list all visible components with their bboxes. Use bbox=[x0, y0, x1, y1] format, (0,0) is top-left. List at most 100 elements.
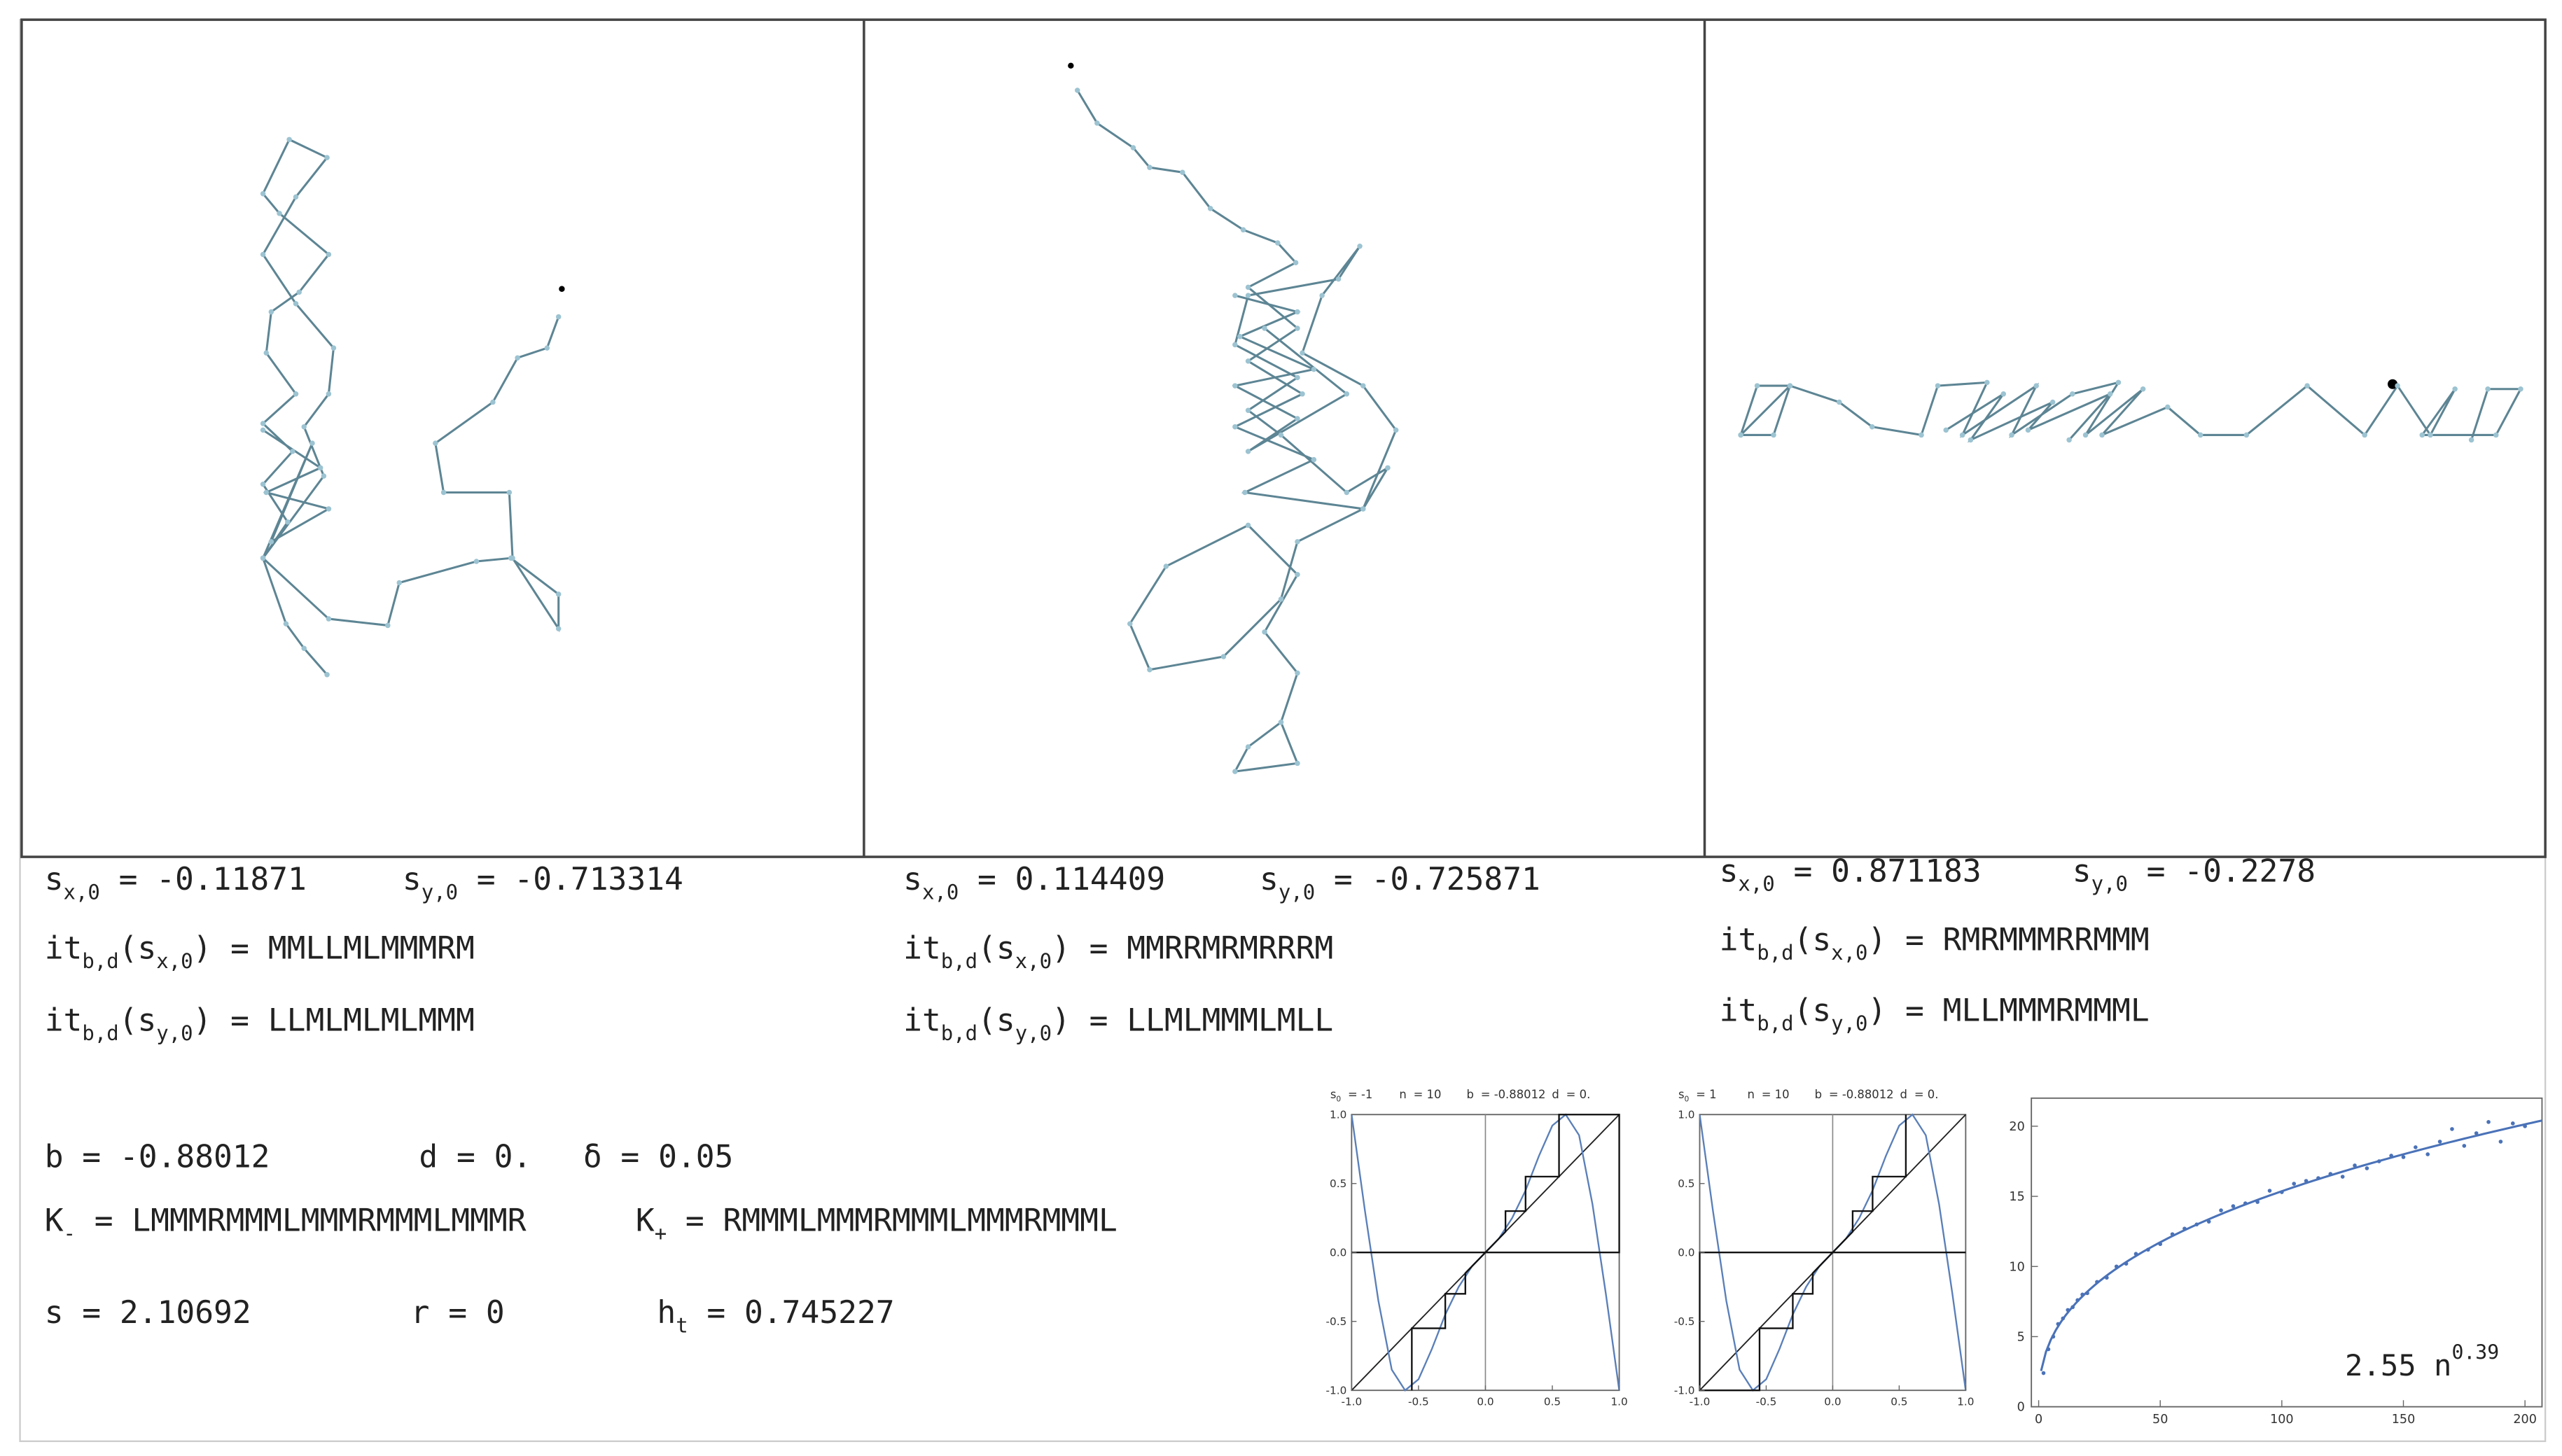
walk-vertex bbox=[506, 489, 513, 496]
walk-vertex bbox=[324, 155, 330, 160]
symbol: ) bbox=[193, 1002, 212, 1039]
symbol: r bbox=[411, 1294, 430, 1331]
point bbox=[2425, 1152, 2430, 1156]
y-tick-label: 20 bbox=[2009, 1120, 2024, 1134]
walk-vertex bbox=[1295, 374, 1300, 381]
value: = -1 bbox=[1348, 1088, 1372, 1101]
symbol: it bbox=[903, 1002, 941, 1039]
walk-vertex bbox=[1300, 391, 1305, 397]
walk-vertex bbox=[1293, 260, 1299, 265]
value: = 10 bbox=[1762, 1088, 1790, 1101]
y-tick-label: 5 bbox=[2017, 1331, 2025, 1345]
value: = RMRMMMRRMMM bbox=[1905, 922, 2150, 958]
point bbox=[2219, 1208, 2223, 1212]
x-tick-label: 0.5 bbox=[1891, 1395, 1907, 1408]
walk-vertex bbox=[2107, 391, 2113, 397]
walk-vertex bbox=[1357, 243, 1363, 249]
walk-vertex bbox=[1771, 432, 1776, 438]
walk-vertex bbox=[1245, 744, 1251, 750]
expression: d = 0. bbox=[419, 1138, 531, 1175]
x-tick-label: -0.5 bbox=[1756, 1395, 1777, 1408]
walk-vertex bbox=[1074, 88, 1080, 93]
walk-vertex bbox=[1232, 383, 1238, 388]
fit-exponent: 0.39 bbox=[2451, 1341, 2499, 1364]
point bbox=[2414, 1145, 2418, 1149]
walk-vertex bbox=[555, 314, 562, 320]
symbol: s bbox=[2073, 853, 2091, 889]
walk-vertex bbox=[2009, 432, 2014, 438]
walk-vertex bbox=[324, 672, 330, 678]
walk-vertex bbox=[1311, 366, 1317, 372]
subscript: b,d bbox=[941, 1021, 977, 1045]
value: = LMMMRMMMLMMMRMMMLMMMR bbox=[95, 1203, 527, 1239]
walk-vertex bbox=[326, 616, 332, 622]
value: = MMRRMRMRRRM bbox=[1089, 930, 1334, 966]
point bbox=[2474, 1131, 2479, 1135]
walk-vertex bbox=[2000, 391, 2007, 397]
x-tick-label: 0.0 bbox=[1824, 1395, 1841, 1408]
walk-vertex bbox=[1335, 276, 1342, 282]
walk-vertex bbox=[1869, 424, 1875, 430]
walk-vertex bbox=[321, 473, 327, 479]
expression: itb,d(sx,0) = RMRMMMRRMMM bbox=[1720, 922, 2150, 965]
walk-vertex bbox=[1245, 449, 1251, 454]
walk-vertex bbox=[1935, 383, 1941, 388]
walk-vertex bbox=[268, 539, 274, 545]
walk-vertex bbox=[396, 580, 402, 586]
x-tick-label: 1.0 bbox=[1610, 1395, 1627, 1408]
value: = -0.11871 bbox=[119, 861, 307, 897]
walk-vertex bbox=[326, 251, 332, 258]
expression: s = 2.10692 bbox=[45, 1294, 251, 1331]
walk-vertex bbox=[544, 345, 550, 351]
subscript: y,0 bbox=[1279, 880, 1315, 904]
walk-vertex bbox=[293, 391, 299, 397]
expression: d = 0. bbox=[1900, 1088, 1939, 1101]
y-tick-label: 10 bbox=[2009, 1260, 2024, 1274]
symbol: b bbox=[1466, 1088, 1473, 1101]
walk-vertex bbox=[1295, 760, 1300, 766]
subscript: b,d bbox=[1757, 941, 1793, 965]
fit-formula: 2.55 n bbox=[2345, 1348, 2451, 1382]
walk-vertex bbox=[1262, 629, 1267, 635]
walk bbox=[1738, 380, 2523, 440]
walk-vertex bbox=[1275, 240, 1281, 246]
symbol: s bbox=[1260, 861, 1279, 897]
walk-vertex bbox=[1311, 456, 1317, 463]
symbol: ) bbox=[1052, 930, 1071, 966]
y-tick-label: 15 bbox=[2009, 1190, 2024, 1204]
walk-vertex bbox=[1984, 379, 1990, 386]
subscript: y,0 bbox=[422, 880, 458, 904]
x-tick-label: -1.0 bbox=[1341, 1395, 1362, 1408]
symbol: s bbox=[1330, 1088, 1337, 1101]
walk-vertex bbox=[1163, 564, 1169, 569]
walk-vertex bbox=[1295, 416, 1300, 421]
walk-vertex bbox=[326, 506, 332, 512]
expression: K+ = RMMMLMMMRMMMLMMMRMMML bbox=[636, 1203, 1118, 1245]
expression: itb,d(sy,0) = MLLMMMRMMML bbox=[1720, 993, 2150, 1035]
walk-vertex bbox=[2033, 383, 2039, 388]
value: = 0.114409 bbox=[977, 861, 1165, 897]
walk-vertex bbox=[293, 301, 299, 307]
walk-vertex bbox=[1232, 769, 1238, 774]
walk-vertex bbox=[268, 309, 274, 315]
walk-vertex bbox=[2197, 432, 2204, 438]
walk-vertex bbox=[317, 465, 323, 471]
walk-vertex bbox=[473, 559, 480, 564]
symbol: s bbox=[45, 861, 64, 897]
subscript: x,0 bbox=[1015, 949, 1052, 973]
symbol: it bbox=[1720, 922, 1757, 958]
walk-vertex bbox=[1242, 489, 1248, 496]
walk-vertex bbox=[1278, 432, 1284, 438]
walk-vertex bbox=[2468, 437, 2474, 443]
walk-vertex bbox=[2485, 386, 2491, 392]
plot-frame bbox=[2031, 1097, 2543, 1408]
expression: sy,0 = -0.725871 bbox=[1260, 861, 1540, 904]
walk-vertex bbox=[1130, 145, 1136, 150]
point bbox=[2340, 1175, 2345, 1179]
walk-vertex bbox=[2049, 399, 2056, 405]
walk-vertex bbox=[2140, 386, 2146, 392]
y-tick-label: -0.5 bbox=[1674, 1315, 1695, 1328]
fit-label: 2.55 n0.39 bbox=[2345, 1341, 2499, 1382]
walk-vertex bbox=[263, 489, 270, 496]
subscript: x,0 bbox=[1831, 941, 1867, 965]
